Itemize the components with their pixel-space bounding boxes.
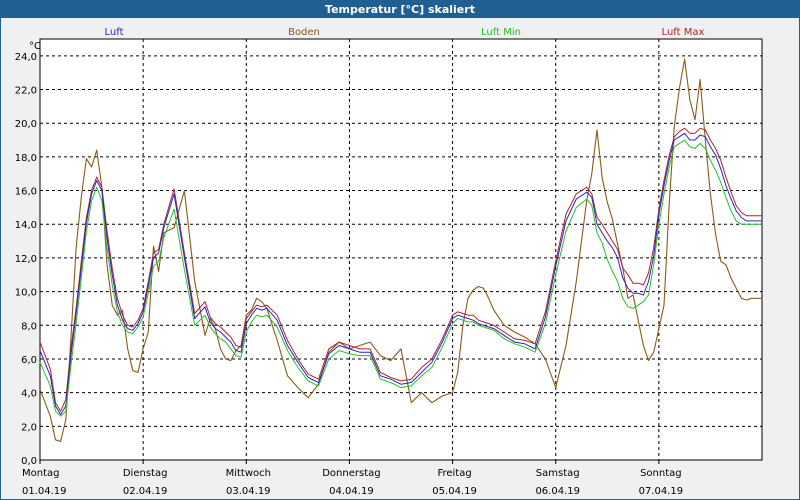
series-line-luft-min bbox=[39, 139, 762, 417]
y-tick-label: 4,0 bbox=[21, 389, 37, 400]
x-day-label: Samstag bbox=[536, 468, 580, 479]
x-date-label: 03.04.19 bbox=[226, 486, 271, 497]
y-tick-label: 6,0 bbox=[21, 355, 37, 366]
y-tick-label: 18,0 bbox=[15, 153, 37, 164]
y-tick-label: 24,0 bbox=[15, 52, 37, 63]
series-group bbox=[39, 58, 762, 443]
y-tick-label: 14,0 bbox=[15, 220, 37, 231]
y-axis: °C 0,0 2,0 4,0 6,0 8,0 10,0 12,0 14,0 16,0 18,0 20… bbox=[15, 41, 41, 467]
x-date-label: 01.04.19 bbox=[22, 486, 67, 497]
legend-entry-luft-max: Luft Max bbox=[662, 27, 705, 38]
y-tick-label: 8,0 bbox=[21, 321, 37, 332]
y-tick-label: 0,0 bbox=[21, 456, 37, 467]
x-day-label: Montag bbox=[22, 468, 59, 479]
series-line-luft bbox=[39, 132, 762, 415]
legend-entry-luft: Luft bbox=[105, 27, 124, 38]
legend-entry-boden: Boden bbox=[288, 27, 320, 38]
x-day-label: Dienstag bbox=[123, 468, 168, 479]
x-date-label: 04.04.19 bbox=[329, 486, 374, 497]
series-line-luft-max bbox=[39, 127, 762, 412]
x-day-label: Sonntag bbox=[640, 468, 682, 479]
y-tick-label: 2,0 bbox=[21, 422, 37, 433]
legend: Luft Boden Luft Min Luft Max bbox=[105, 27, 705, 38]
legend-entry-luft-min: Luft Min bbox=[481, 27, 521, 38]
x-day-label: Mittwoch bbox=[226, 468, 271, 479]
x-date-label: 07.04.19 bbox=[639, 486, 684, 497]
x-day-label: Freitag bbox=[437, 468, 471, 479]
x-date-label: 06.04.19 bbox=[535, 486, 580, 497]
y-tick-label: 16,0 bbox=[15, 187, 37, 198]
grid bbox=[40, 39, 762, 460]
y-tick-label: 12,0 bbox=[15, 254, 37, 265]
x-axis: Montag 01.04.19 Dienstag 02.04.19 Mittwoch 03… bbox=[22, 460, 683, 497]
chart-title: Temperatur [°C] skaliert bbox=[1, 1, 799, 18]
temperature-chart: °C 0,0 2,0 4,0 6,0 8,0 10,0 12,0 14,0 16,0 18,0 20… bbox=[15, 27, 763, 497]
series-line-boden bbox=[39, 58, 762, 443]
plot-area bbox=[39, 38, 763, 461]
y-tick-label: 10,0 bbox=[15, 288, 37, 299]
x-date-label: 05.04.19 bbox=[432, 486, 477, 497]
y-tick-label: 22,0 bbox=[15, 86, 37, 97]
y-tick-label: 20,0 bbox=[15, 119, 37, 130]
x-day-label: Donnerstag bbox=[322, 468, 380, 479]
y-axis-unit: °C bbox=[29, 41, 41, 52]
x-date-label: 02.04.19 bbox=[123, 486, 168, 497]
